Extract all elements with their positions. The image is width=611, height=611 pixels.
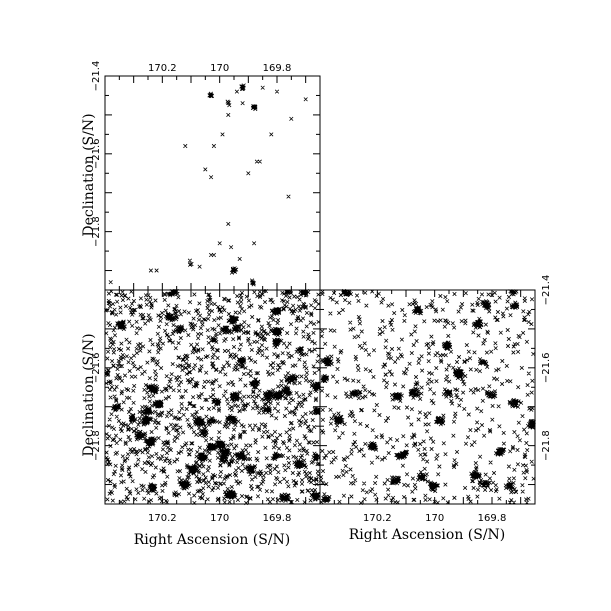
x-axis-label-left: Right Ascension (S/N) xyxy=(134,532,291,548)
y-tick-label: −21.8 xyxy=(91,430,102,461)
y-tick-label: −21.6 xyxy=(541,352,552,383)
x-tick-label: 170.2 xyxy=(148,513,177,524)
x-tick-label: 169.8 xyxy=(263,63,292,74)
scatter-points xyxy=(318,288,536,505)
x-axis-label-right: Right Ascension (S/N) xyxy=(349,527,506,543)
x-tick-label: 170.2 xyxy=(363,513,392,524)
x-tick-label: 169.8 xyxy=(478,513,507,524)
panel-frame xyxy=(104,75,321,291)
y-tick-label: −21.8 xyxy=(541,430,552,461)
scatter-points xyxy=(108,83,308,287)
x-tick-label: 170 xyxy=(425,513,444,524)
y-tick-label: −21.8 xyxy=(91,216,102,247)
y-axis-label-top: Declination (S/N) xyxy=(81,113,97,236)
y-tick-label: −21.6 xyxy=(91,352,102,383)
panel-bottom-left: 170.2 170 169.8 −21.6 −21.8 xyxy=(91,288,321,524)
y-tick-label: −21.6 xyxy=(91,138,102,169)
y-tick-label: −21.4 xyxy=(91,61,102,92)
x-tick-label: 169.8 xyxy=(263,513,292,524)
y-tick-label: −21.4 xyxy=(541,275,552,306)
panel-frame xyxy=(319,289,536,505)
scatter-points xyxy=(104,288,321,506)
panel-bottom-right: 170.2 170 169.8 −21.4 −21.6 −21.8 xyxy=(318,275,552,524)
y-axis-label-bottom: Declination (S/N) xyxy=(81,333,97,456)
x-tick-label: 170 xyxy=(210,513,229,524)
x-tick-label: 170.2 xyxy=(148,63,177,74)
x-tick-label: 170 xyxy=(210,63,229,74)
panel-top-left: 170.2 170 169.8 −21.4 −21.6 −21.8 xyxy=(91,61,321,291)
